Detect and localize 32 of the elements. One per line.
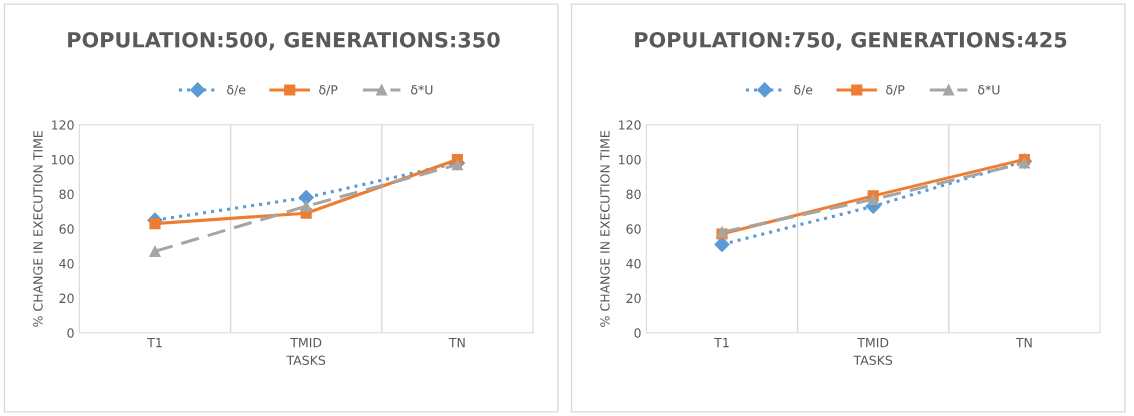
legend-label: δ/e (227, 85, 246, 96)
x-tick-label: TN (1015, 338, 1032, 348)
y-tick-label: 100 (52, 154, 74, 165)
y-tick-label: 120 (52, 120, 74, 130)
y-tick-label: 20 (626, 293, 641, 304)
y-tick-label: 0 (67, 328, 74, 338)
x-axis-title: TASKS (286, 355, 326, 365)
x-tick-label: TMID (857, 338, 889, 348)
x-tick-label: T1 (714, 338, 729, 348)
legend-label: δ/e (794, 85, 813, 96)
y-tick-label: 100 (619, 154, 641, 165)
chart-title: POPULATION:500, GENERATIONS:350 (68, 31, 500, 51)
y-tick-label: 80 (59, 189, 74, 200)
chart-title: POPULATION:750, GENERATIONS:425 (635, 31, 1067, 51)
legend-label: δ*U (978, 85, 1000, 95)
y-tick-label: 60 (59, 224, 74, 234)
x-tick-label: TMID (290, 338, 322, 348)
x-tick-label: T1 (147, 338, 162, 348)
y-tick-label: 80 (626, 189, 641, 200)
y-tick-label: 40 (59, 258, 74, 269)
y-tick-label: 120 (619, 120, 641, 130)
y-tick-label: 0 (634, 328, 641, 338)
y-tick-label: 20 (59, 293, 74, 304)
y-axis-title: % CHANGE IN EXECUTION TIME (600, 131, 610, 327)
y-axis-title: % CHANGE IN EXECUTION TIME (33, 131, 43, 327)
legend-label: δ/P (319, 85, 338, 96)
y-tick-label: 60 (626, 224, 641, 234)
x-tick-label: TN (448, 338, 465, 348)
legend-label: δ*U (411, 85, 433, 95)
x-axis-title: TASKS (853, 355, 893, 365)
y-tick-label: 40 (626, 258, 641, 269)
legend-label: δ/P (886, 85, 905, 96)
